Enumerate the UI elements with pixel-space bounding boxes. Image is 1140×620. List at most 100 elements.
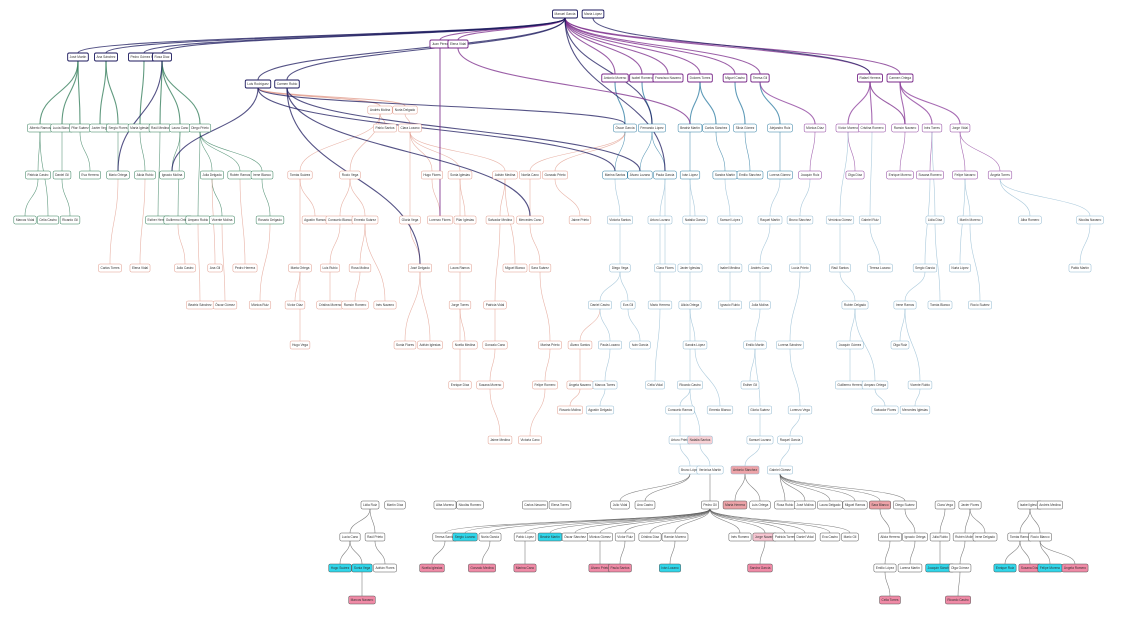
node-box [452,532,478,542]
node-box [869,500,891,510]
edge [644,473,691,502]
person-name: Natalia Santos [690,438,711,442]
node-box [949,123,971,133]
edge [457,47,691,125]
node-box [629,340,651,350]
node-box [610,500,630,510]
person-name: Sandra Martín [715,173,735,177]
person-node: Felipe Navarro [952,170,978,180]
edge [627,308,641,342]
person-node: Nuria Delgado [392,105,418,115]
person-node: Luis Rubio [320,263,340,273]
person-node: Arturo Prieto [668,435,692,445]
edge [614,178,621,217]
node-box [1076,215,1104,225]
node-box [841,532,859,542]
person-name: Mónica Gómez [589,535,611,539]
person-name: Rosa Rubio [777,503,794,507]
person-name: Olga Gómez [951,566,969,570]
node-box [749,500,771,510]
person-name: Paula Lozano [600,343,620,347]
person-node: Iván López [679,170,701,180]
node-box [152,52,172,62]
edge [419,271,431,342]
person-name: Raquel Martín [760,218,780,222]
edge [969,223,981,302]
person-name: José Molina [796,503,813,507]
node-box [289,340,311,350]
edge [964,508,971,534]
person-node: Elena Vidal [129,263,151,273]
node-box [743,340,767,350]
node-box [284,300,306,310]
edge [914,388,921,407]
person-name: Ramón Romero [344,303,367,307]
person-node: Raúl Santos [829,263,851,273]
node-box [598,340,622,350]
edge [744,443,761,467]
edge [349,540,363,565]
person-node: Luis Rodríguez [244,79,272,89]
node-box [897,563,923,573]
person-name: Francisco Navarro [655,76,681,80]
person-name: Mercedes Iglesias [902,408,928,412]
person-name: Iván García [632,343,649,347]
person-node: Eva Herrera [79,170,101,180]
person-node: Daniel Vidal [794,532,816,542]
person-name: Vicente Molina [212,218,233,222]
node-box [398,123,422,133]
node-box [627,170,653,180]
node-box [492,170,518,180]
person-node: Raquel García [777,435,803,445]
node-box [448,300,472,310]
person-node: Beatriz Sánchez [186,300,214,310]
node-box [248,300,272,310]
edge [1039,540,1051,565]
person-node: Marta Ortega [288,263,312,273]
edge [754,348,761,407]
node-box [608,563,632,573]
node-box [878,532,902,542]
node-box [468,563,496,573]
person-name: Isabel Romero [632,76,653,80]
node-box [871,405,899,415]
person-name: Laura Ramos [450,266,470,270]
person-name: Ramón Navarro [894,126,917,130]
node-box [987,170,1013,180]
person-node: Rosario Molina [557,405,583,415]
person-node: Emilio López [873,563,897,573]
person-name: Ricardo Castro [947,598,968,602]
person-node: Sergio Flores [106,123,130,133]
person-node: Amparo Ortega [861,380,889,390]
node-box [287,170,313,180]
person-name: Samuel Lozano [749,438,771,442]
edge [715,131,726,172]
person-name: Hugo Flores [423,173,441,177]
person-node: Enrique Díaz [448,380,472,390]
person-name: Natalia García [685,218,706,222]
person-name: Julio Castro [177,266,194,270]
edge [959,540,966,565]
person-name: Inés Navarro [376,303,394,307]
node-box [255,215,285,225]
person-name: Irene Delgado [975,535,995,539]
edge [754,308,761,342]
person-name: Manuel García [555,12,576,16]
person-name: Joaquín Ruiz [801,173,820,177]
node-box [607,215,633,225]
node-box [516,215,544,225]
person-name: Marta Iglesias [130,126,150,130]
person-node: Gloria Suárez [748,405,772,415]
edge [789,413,801,437]
person-name: Gloria Suárez [750,408,770,412]
node-box [677,263,703,273]
person-name: Lorenzo Vega [790,408,810,412]
person-name: Alicia Rubio [137,173,154,177]
person-name: Tomás Blanco [930,303,950,307]
edge [349,178,366,217]
person-node: Tomás Blanco [927,300,953,310]
person-node: Olga Díaz [845,170,865,180]
node-box [682,215,708,225]
node-box [722,500,748,510]
person-name: Sara Blanco [871,503,889,507]
